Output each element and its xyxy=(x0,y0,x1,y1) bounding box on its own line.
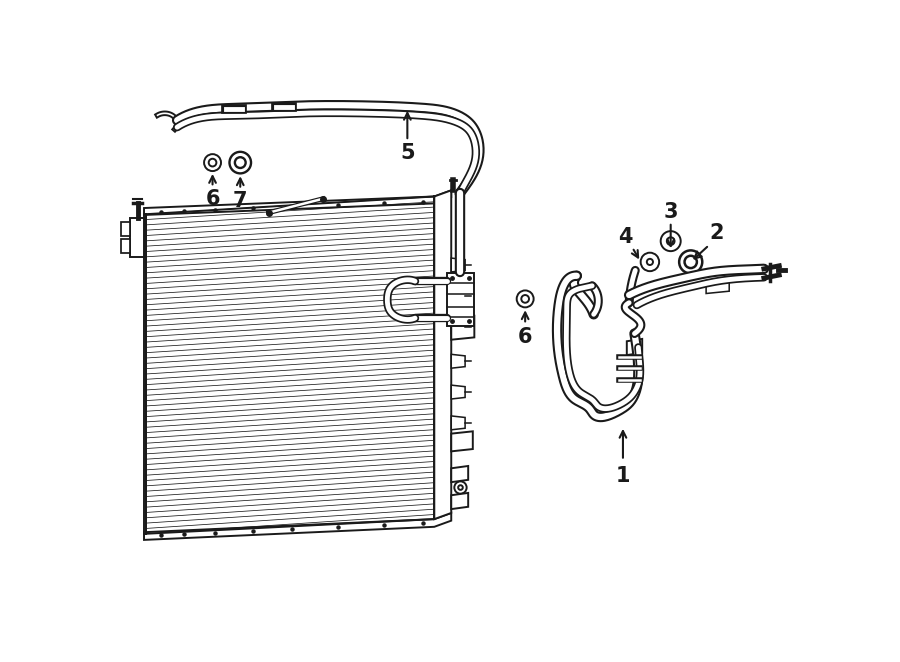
Polygon shape xyxy=(451,432,472,451)
Polygon shape xyxy=(451,466,468,482)
Text: 6: 6 xyxy=(205,189,220,209)
Polygon shape xyxy=(130,218,144,257)
Polygon shape xyxy=(447,273,473,326)
Circle shape xyxy=(521,295,529,303)
Polygon shape xyxy=(451,258,465,272)
Circle shape xyxy=(204,154,221,171)
Polygon shape xyxy=(706,279,729,293)
Polygon shape xyxy=(121,239,130,253)
Polygon shape xyxy=(144,190,451,215)
Circle shape xyxy=(667,237,674,245)
Text: 5: 5 xyxy=(400,144,415,164)
Circle shape xyxy=(458,485,463,490)
Text: 2: 2 xyxy=(709,224,725,244)
Text: 3: 3 xyxy=(663,202,678,222)
Polygon shape xyxy=(451,416,465,430)
Circle shape xyxy=(680,250,702,273)
Polygon shape xyxy=(144,214,147,534)
Circle shape xyxy=(661,231,680,251)
Polygon shape xyxy=(121,222,130,236)
Text: 6: 6 xyxy=(518,328,533,348)
Polygon shape xyxy=(451,354,465,368)
Polygon shape xyxy=(451,316,474,340)
Polygon shape xyxy=(451,289,465,303)
Text: 7: 7 xyxy=(233,191,248,211)
Text: 4: 4 xyxy=(618,227,633,248)
Circle shape xyxy=(685,256,697,268)
Circle shape xyxy=(209,159,216,166)
Polygon shape xyxy=(144,513,451,540)
Polygon shape xyxy=(451,320,465,334)
Polygon shape xyxy=(626,339,643,355)
Circle shape xyxy=(235,157,246,168)
Circle shape xyxy=(647,259,653,265)
Circle shape xyxy=(517,291,534,307)
Text: 1: 1 xyxy=(616,466,630,486)
Circle shape xyxy=(454,481,466,494)
Circle shape xyxy=(641,253,659,271)
Polygon shape xyxy=(435,190,451,519)
Polygon shape xyxy=(451,493,468,509)
Polygon shape xyxy=(451,385,465,399)
Circle shape xyxy=(230,152,251,173)
